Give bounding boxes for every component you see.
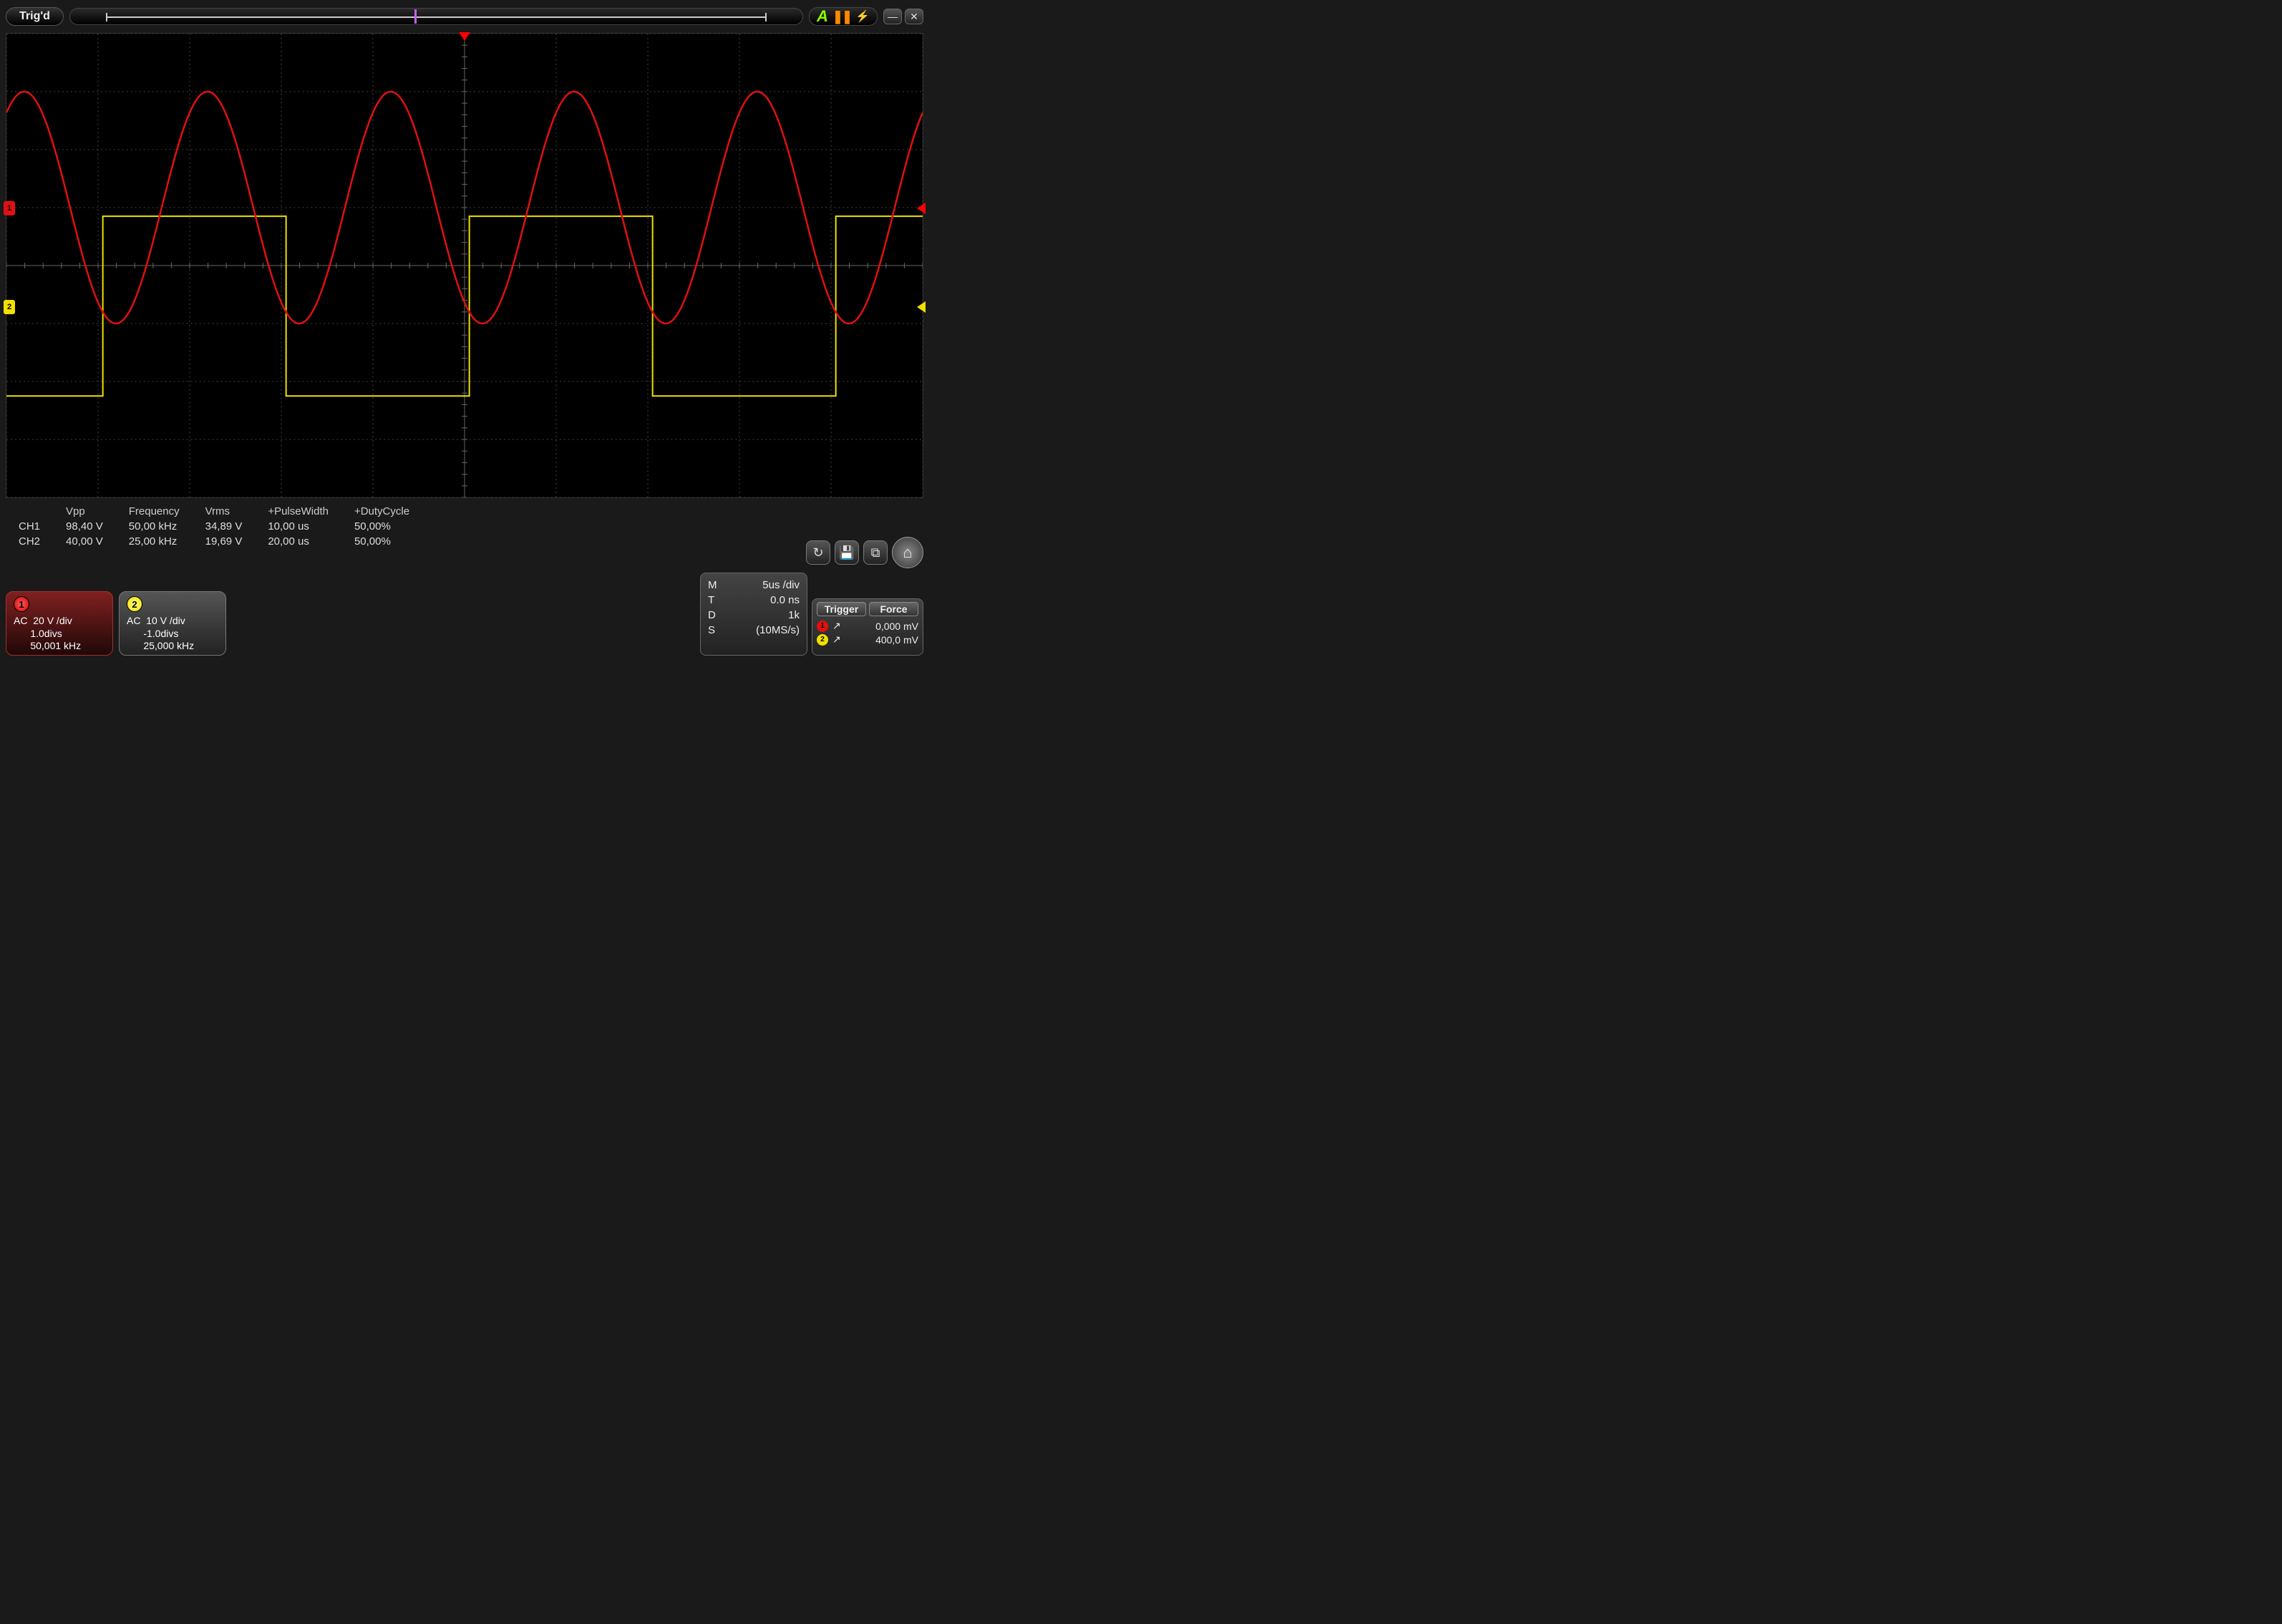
ch2-settings: AC 10 V /div -1.0divs 25,000 kHz — [127, 615, 218, 653]
timebase-row: S (10MS/s) — [708, 623, 800, 638]
meas-cell: 25,00 kHz — [116, 534, 193, 549]
trigger-button[interactable]: Trigger — [817, 602, 866, 616]
ch2-trigger-level-marker-icon[interactable] — [917, 301, 926, 313]
meas-header: Vrms — [193, 504, 256, 519]
meas-cell: 20,00 us — [255, 534, 341, 549]
trigger-position-marker-icon — [459, 32, 470, 41]
meas-header: Vpp — [53, 504, 116, 519]
top-bar: Trig'd A ❚❚ ⚡ — ✕ — [6, 6, 923, 27]
timebar-cursor[interactable] — [414, 9, 417, 24]
trigger-row[interactable]: 1 ↗ 0,000 mV — [817, 619, 918, 633]
status-icon-group: A ❚❚ ⚡ — [809, 7, 878, 26]
timebase-key: S — [708, 624, 715, 636]
timebase-value: 1k — [788, 609, 800, 621]
window-controls: — ✕ — [883, 9, 923, 24]
measurements-table: VppFrequencyVrms+PulseWidth+DutyCycleCH1… — [6, 504, 923, 549]
meas-cell: 50,00% — [341, 519, 422, 534]
meas-cell: CH1 — [6, 519, 53, 534]
screenshot-button[interactable]: ⧉ — [863, 540, 888, 565]
trigger-level: 0,000 mV — [875, 621, 918, 632]
timebar-track — [106, 16, 767, 18]
trigger-panel: Trigger Force 1 ↗ 0,000 mV2 ↗ 400,0 mV — [812, 598, 923, 656]
force-trigger-button[interactable]: Force — [869, 602, 918, 616]
ch2-ground-marker[interactable]: 2 — [4, 300, 15, 314]
meas-header: Frequency — [116, 504, 193, 519]
refresh-button[interactable]: ↻ — [806, 540, 830, 565]
meas-cell: 40,00 V — [53, 534, 116, 549]
meas-header: +DutyCycle — [341, 504, 422, 519]
meas-cell: 10,00 us — [255, 519, 341, 534]
meas-cell: 50,00% — [341, 534, 422, 549]
ch1-badge-icon: 1 — [14, 596, 29, 612]
ch1-ground-marker[interactable]: 1 — [4, 201, 15, 215]
refresh-icon: ↻ — [812, 545, 823, 560]
ch1-trigger-level-marker-icon[interactable] — [917, 203, 926, 214]
trigger-level: 400,0 mV — [875, 634, 918, 646]
timebase-value: (10MS/s) — [756, 624, 800, 636]
meas-row: CH198,40 V50,00 kHz34,89 V10,00 us50,00% — [6, 519, 422, 534]
meas-row: CH240,00 V25,00 kHz19,69 V20,00 us50,00% — [6, 534, 422, 549]
toolbar-icons: ↻ 💾 ⧉ ⌂ — [806, 537, 923, 568]
timebar-cap-right — [765, 13, 767, 21]
save-icon: 💾 — [839, 545, 855, 560]
meas-cell: CH2 — [6, 534, 53, 549]
ch2-panel[interactable]: 2 AC 10 V /div -1.0divs 25,000 kHz — [119, 591, 226, 656]
trigger-status-badge: Trig'd — [6, 7, 64, 26]
ch2-badge-icon: 2 — [127, 596, 142, 612]
home-button[interactable]: ⌂ — [892, 537, 923, 568]
meas-header — [6, 504, 53, 519]
timebase-key: D — [708, 609, 716, 621]
timebase-row: D 1k — [708, 608, 800, 623]
meas-cell: 50,00 kHz — [116, 519, 193, 534]
trigger-ch-badge-icon: 2 — [817, 634, 828, 646]
waveform-svg — [6, 34, 923, 497]
trigger-ch-badge-icon: 1 — [817, 621, 828, 632]
meas-cell: 34,89 V — [193, 519, 256, 534]
timebase-panel[interactable]: M 5us /div T 0.0 ns D 1k S (10MS/s) — [700, 573, 807, 656]
timebase-key: M — [708, 579, 717, 591]
screenshot-icon: ⧉ — [871, 545, 880, 560]
waveform-display[interactable]: 1 2 — [6, 33, 923, 498]
ch1-settings: AC 20 V /div 1.0divs 50,001 kHz — [14, 615, 105, 653]
close-button[interactable]: ✕ — [905, 9, 923, 24]
timebase-value: 0.0 ns — [770, 594, 800, 606]
minimize-button[interactable]: — — [883, 9, 902, 24]
trigger-edge-icon: ↗ — [832, 633, 841, 646]
timebase-scrollbar[interactable] — [69, 8, 803, 25]
ch1-panel[interactable]: 1 AC 20 V /div 1.0divs 50,001 kHz — [6, 591, 113, 656]
timebase-value: 5us /div — [762, 579, 800, 591]
meas-cell: 98,40 V — [53, 519, 116, 534]
fast-icon: ⚡ — [855, 9, 870, 24]
save-button[interactable]: 💾 — [835, 540, 859, 565]
auto-icon: A — [817, 7, 828, 26]
timebase-row: T 0.0 ns — [708, 593, 800, 608]
home-icon: ⌂ — [903, 543, 912, 562]
timebase-row: M 5us /div — [708, 578, 800, 593]
pause-icon[interactable]: ❚❚ — [832, 9, 851, 24]
meas-cell: 19,69 V — [193, 534, 256, 549]
trigger-edge-icon: ↗ — [832, 620, 841, 632]
timebar-cap-left — [106, 13, 107, 21]
trigger-row[interactable]: 2 ↗ 400,0 mV — [817, 633, 918, 646]
meas-header: +PulseWidth — [255, 504, 341, 519]
timebase-key: T — [708, 594, 714, 606]
